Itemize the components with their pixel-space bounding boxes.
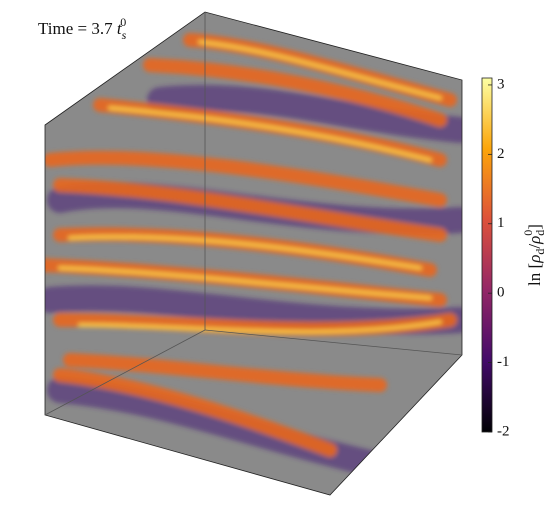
colorbar-ticks: -2 -1 0 1 2 3 xyxy=(488,76,510,439)
tick-label: -1 xyxy=(497,354,510,370)
tick-label: 1 xyxy=(497,215,505,231)
tick-label: 0 xyxy=(497,285,505,301)
colorbar xyxy=(481,77,493,433)
time-annotation: Time = 3.7 ts0 xyxy=(38,15,127,42)
tick-label: 3 xyxy=(497,76,505,92)
tick-label: -2 xyxy=(497,423,510,439)
volume-render xyxy=(44,11,463,496)
colorbar-label: ln [ρd/ρd0] xyxy=(521,224,547,286)
tick-label: 2 xyxy=(497,146,505,162)
